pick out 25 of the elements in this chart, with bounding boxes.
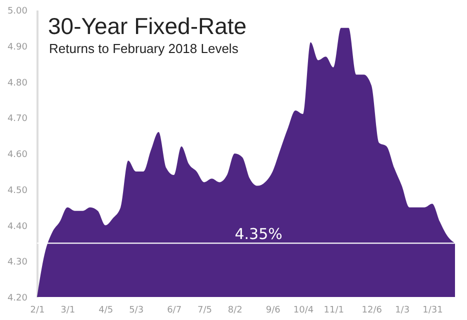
y-tick-label: 4.80 — [7, 78, 28, 88]
y-tick-label: 4.20 — [7, 294, 28, 304]
x-tick-label: 1/31 — [422, 306, 443, 316]
x-tick-label: 9/6 — [266, 306, 281, 316]
x-tick-label: 7/5 — [197, 306, 212, 316]
ref-line-label: 4.35% — [234, 225, 282, 244]
y-tick-label: 4.60 — [7, 150, 28, 160]
y-tick-label: 4.50 — [7, 186, 28, 196]
y-tick-label: 4.40 — [7, 222, 28, 232]
y-tick-label: 4.70 — [7, 114, 28, 124]
x-tick-label: 12/6 — [362, 306, 382, 316]
y-tick-label: 5.00 — [7, 6, 28, 16]
x-tick-label: 10/4 — [293, 306, 314, 316]
x-tick-label: 3/1 — [60, 306, 76, 316]
y-tick-label: 4.30 — [7, 258, 28, 268]
y-tick-label: 4.90 — [7, 42, 28, 52]
x-tick-label: 11/1 — [324, 306, 344, 316]
x-tick-label: 1/3 — [395, 306, 410, 316]
x-tick-label: 2/1 — [30, 306, 45, 316]
x-tick-label: 4/5 — [98, 306, 114, 316]
x-tick-label: 8/2 — [228, 306, 242, 316]
x-tick-label: 5/3 — [129, 306, 144, 316]
x-tick-label: 6/7 — [167, 306, 182, 316]
text: Returns to February 2018 Levels — [49, 41, 239, 56]
chart-title: 30-Year Fixed-Rate — [48, 13, 247, 39]
